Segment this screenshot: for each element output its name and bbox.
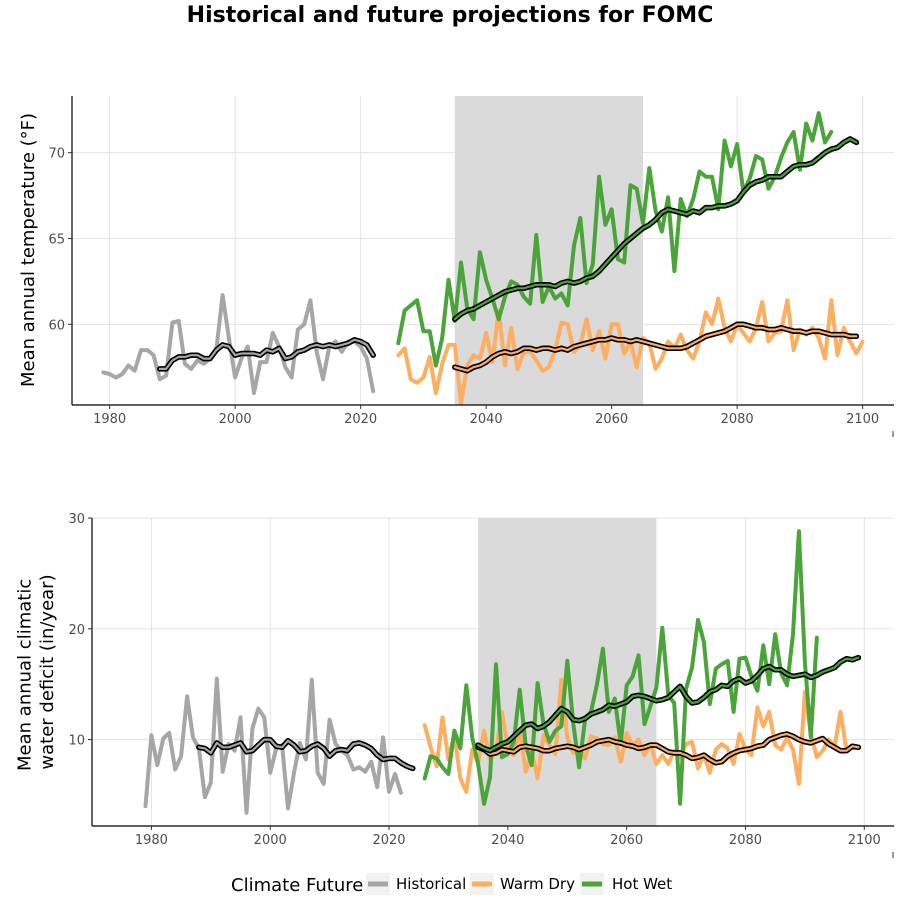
water-deficit-x-tick-label-2100: 2100 bbox=[848, 833, 881, 848]
water-deficit-series-historical bbox=[143, 676, 403, 815]
water-deficit-series-warm-dry-smooth bbox=[477, 732, 860, 764]
water-deficit-x-tick-label-2000: 2000 bbox=[254, 833, 287, 848]
temperature-x-tick-label-2100: 2100 bbox=[846, 412, 879, 427]
temperature-x-tick-label-2000: 2000 bbox=[219, 412, 252, 427]
temperature-x-tick-label-2080: 2080 bbox=[721, 412, 754, 427]
temperature-series-historical-smooth bbox=[158, 338, 375, 370]
temperature-x-tick-label-2020: 2020 bbox=[344, 412, 377, 427]
temperature-y-tick-label-65: 65 bbox=[48, 232, 65, 247]
temperature-shaded-period bbox=[454, 96, 644, 405]
water-deficit-panel: 1980 2000 2020 2040 2060 2080 2100 10 20 30 Mean … bbox=[14, 512, 894, 858]
water-deficit-x-tick-label-2040: 2040 bbox=[491, 833, 524, 848]
chart-title: Historical and future projections for FO… bbox=[187, 3, 714, 28]
temperature-series-hot-wet-smooth bbox=[453, 137, 858, 321]
water-deficit-axes: 1980 2000 2020 2040 2060 2080 2100 10 20 30 bbox=[68, 512, 894, 858]
temperature-y-tick-label-60: 60 bbox=[48, 318, 65, 333]
temperature-x-tick-label-2060: 2060 bbox=[595, 412, 628, 427]
water-deficit-series-hot-wet-smooth bbox=[477, 656, 860, 752]
water-deficit-x-tick-label-2020: 2020 bbox=[372, 833, 405, 848]
temperature-y-tick-label-70: 70 bbox=[48, 147, 65, 162]
legend: Climate Future Historical Warm Dry Hot W… bbox=[231, 873, 672, 896]
temperature-axes: 1980 2000 2020 2040 2060 2080 2100 60 65 70 bbox=[48, 96, 894, 437]
temperature-series-warm-dry-smooth bbox=[453, 323, 858, 372]
water-deficit-y-tick-label-10: 10 bbox=[68, 734, 85, 749]
water-deficit-series-historical-smooth bbox=[197, 738, 414, 770]
legend-label-hot-wet: Hot Wet bbox=[612, 875, 672, 893]
water-deficit-x-tick-label-1980: 1980 bbox=[135, 833, 168, 848]
water-deficit-y-tick-label-30: 30 bbox=[68, 512, 85, 527]
legend-title: Climate Future bbox=[231, 875, 363, 896]
water-deficit-y-axis-label: Mean annual climatic water deficit (in/y… bbox=[14, 573, 58, 771]
temperature-series-historical bbox=[101, 293, 376, 395]
temperature-x-tick-label-1980: 1980 bbox=[93, 412, 126, 427]
legend-label-historical: Historical bbox=[396, 875, 466, 893]
temperature-panel: 1980 2000 2020 2040 2060 2080 2100 60 65 70 Mean … bbox=[18, 96, 894, 437]
temperature-series-hot-wet bbox=[396, 111, 834, 368]
legend-label-warm-dry: Warm Dry bbox=[500, 875, 575, 893]
water-deficit-x-tick-label-2080: 2080 bbox=[729, 833, 762, 848]
temperature-series bbox=[101, 111, 865, 405]
temperature-x-tick-label-2040: 2040 bbox=[470, 412, 503, 427]
water-deficit-x-tick-label-2060: 2060 bbox=[610, 833, 643, 848]
water-deficit-y-axis-label-line-1: Mean annual climatic bbox=[14, 579, 35, 771]
water-deficit-y-tick-label-20: 20 bbox=[68, 623, 85, 638]
water-deficit-y-axis-label-line-2: water deficit (in/year) bbox=[37, 574, 58, 769]
water-deficit-series bbox=[143, 529, 862, 815]
temperature-y-axis-label: Mean annual temperature (°F) bbox=[18, 113, 39, 387]
